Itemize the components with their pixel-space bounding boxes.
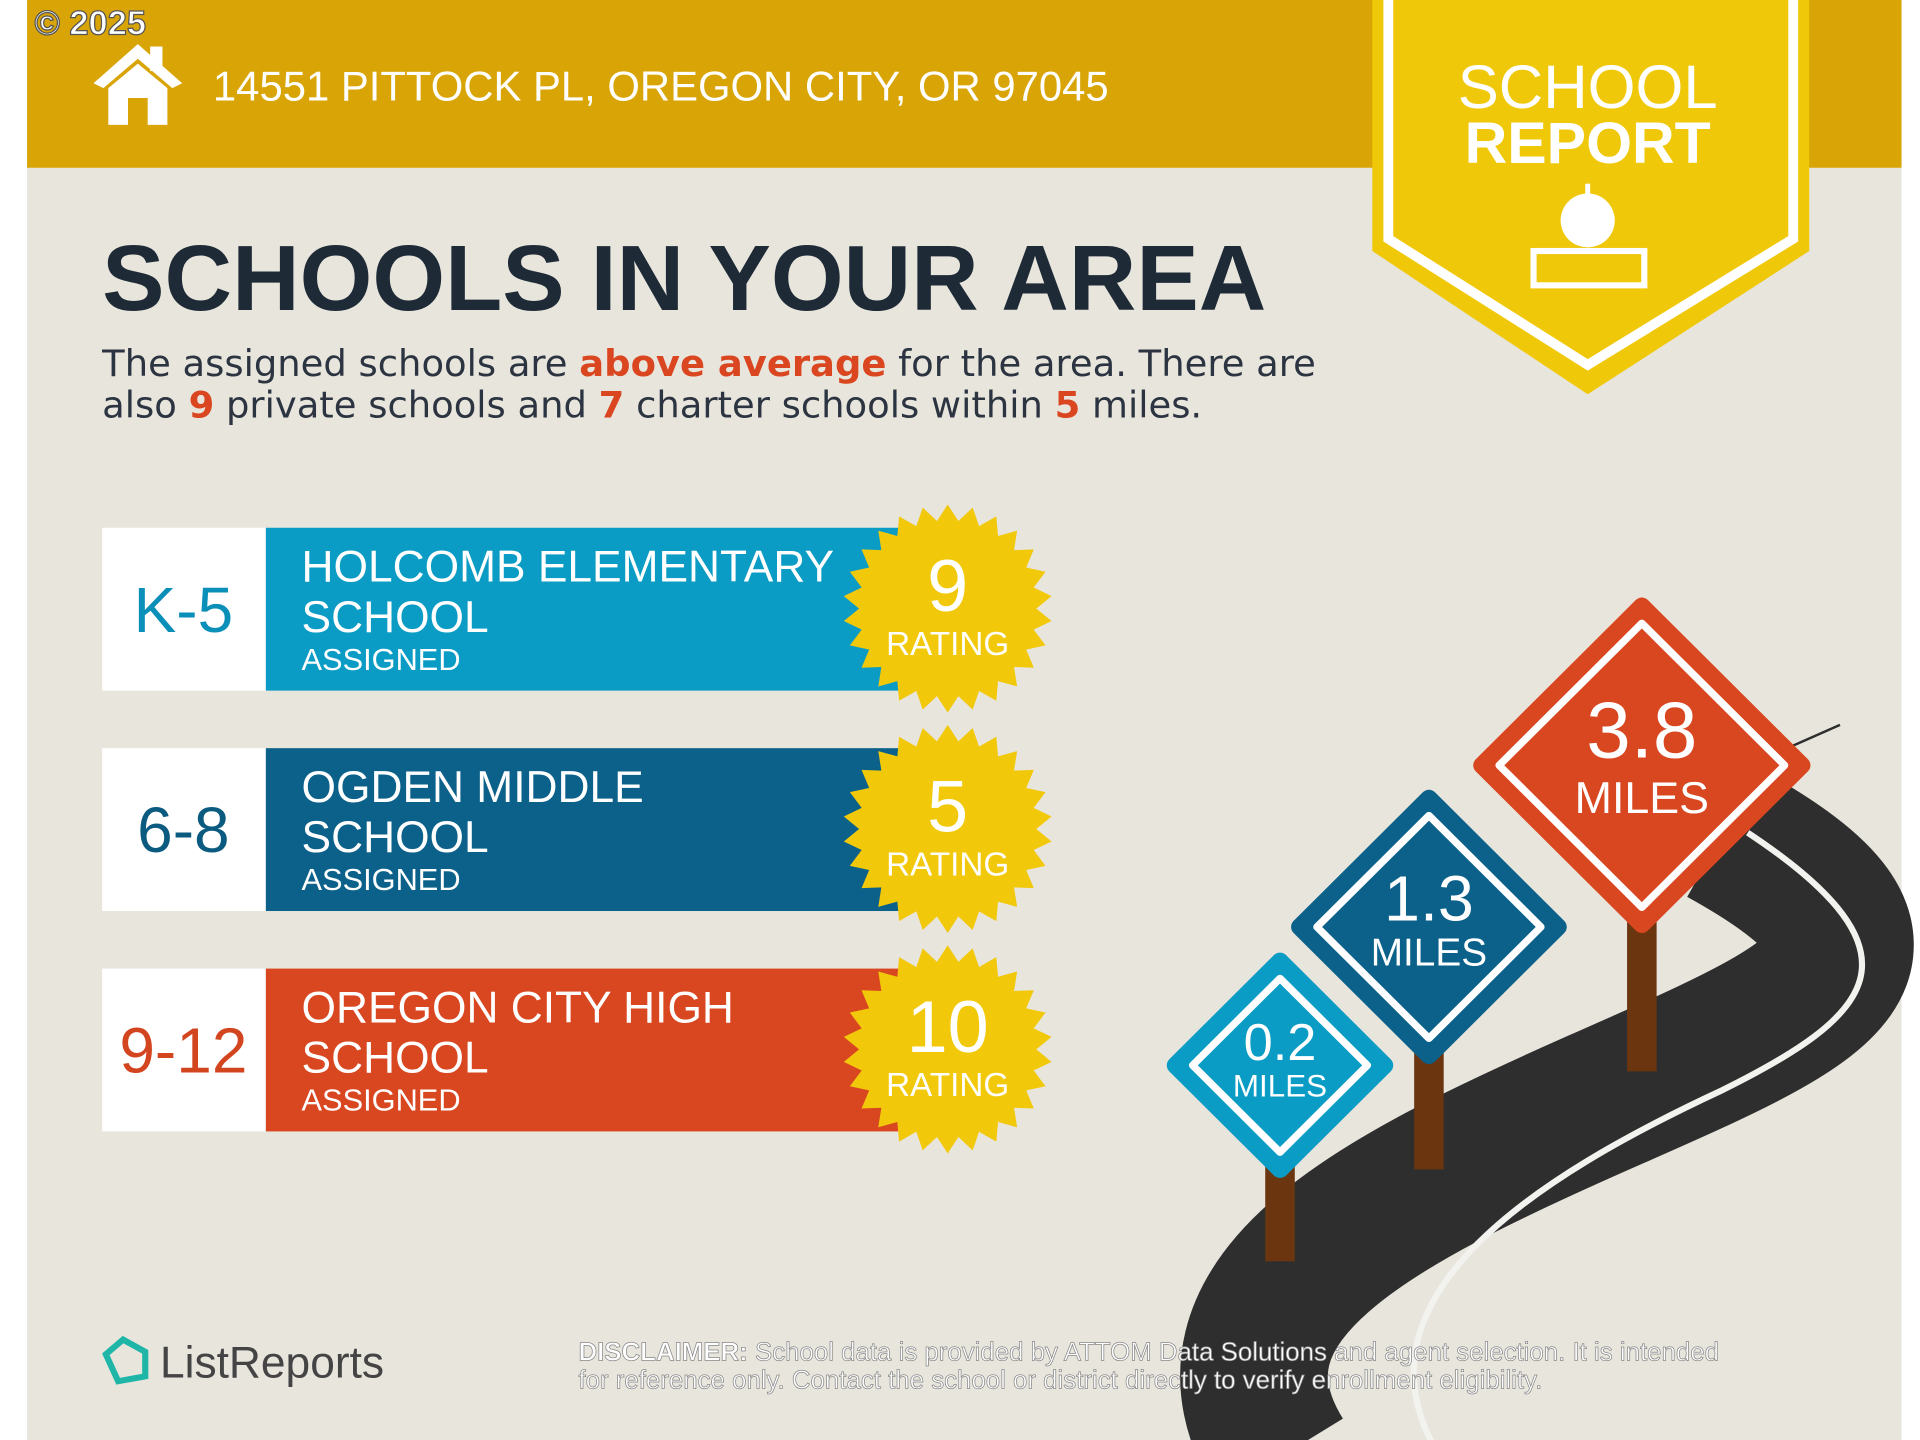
- sign: [1166, 952, 1394, 1178]
- distance-unit: MILES: [1233, 1069, 1327, 1104]
- grade-box: [102, 748, 266, 912]
- summary-text: miles.: [1080, 384, 1202, 427]
- sign-border: [1495, 619, 1789, 912]
- rating-burst: [843, 504, 1052, 713]
- school-bar: [265, 748, 906, 912]
- brand-logo: [102, 1335, 149, 1385]
- rating: 5: [927, 765, 968, 848]
- school-name: OREGON CITY HIGH: [302, 984, 734, 1033]
- school-bar: [265, 527, 906, 691]
- sign: [1291, 789, 1567, 1065]
- summary-text: private schools and: [214, 384, 598, 427]
- rating: 9: [927, 544, 968, 627]
- highlight: 5: [1055, 384, 1081, 427]
- sign-border: [1313, 811, 1545, 1043]
- address: 14551 PITTOCK PL, OREGON CITY, OR 97045: [213, 63, 1109, 110]
- grade-box: [102, 968, 266, 1132]
- rating-label: RATING: [886, 1067, 1009, 1104]
- highlight: 9: [189, 384, 215, 427]
- school-name: OGDEN MIDDLE: [302, 763, 644, 812]
- school-status: ASSIGNED: [302, 862, 461, 897]
- distance-unit: MILES: [1371, 932, 1487, 975]
- highlight: above average: [579, 342, 886, 385]
- school-status: ASSIGNED: [302, 1083, 461, 1118]
- school-status: ASSIGNED: [302, 642, 461, 677]
- highlight: 7: [599, 384, 625, 427]
- title: SCHOOLS IN YOUR AREA: [102, 226, 1266, 330]
- badge: SCHOOL REPORT: [1372, 0, 1810, 395]
- school-bar: [265, 968, 906, 1132]
- disclaimer: DISCLAIMER: School data is provided by A…: [578, 1338, 1719, 1366]
- summary-text: also: [102, 384, 188, 427]
- distance: 1.3: [1384, 863, 1474, 935]
- sign: [1473, 597, 1811, 934]
- summary-text: for the area. There are: [886, 342, 1315, 385]
- disclaimer-text: School data is provided by ATTOM Data So…: [748, 1338, 1719, 1366]
- distance-unit: MILES: [1575, 774, 1709, 823]
- grades: 6-8: [137, 794, 230, 866]
- disclaimer-label: DISCLAIMER:: [578, 1338, 747, 1366]
- summary-line: also 9 private schools and 7 charter sch…: [102, 384, 1202, 427]
- rating-label: RATING: [886, 626, 1009, 663]
- school-name: SCHOOL: [302, 813, 489, 862]
- disclaimer-text: for reference only. Contact the school o…: [578, 1367, 1542, 1395]
- brand: ListReports: [160, 1339, 384, 1388]
- badge-line: SCHOOL: [1458, 53, 1718, 122]
- grades: 9-12: [119, 1015, 247, 1087]
- badge-line: REPORT: [1465, 111, 1711, 176]
- school-name: SCHOOL: [302, 593, 489, 642]
- grades: K-5: [134, 574, 234, 646]
- summary-line: The assigned schools are above average f…: [101, 342, 1316, 385]
- distance: 3.8: [1586, 686, 1697, 775]
- summary-text: charter schools within: [624, 384, 1054, 427]
- rating-label: RATING: [886, 847, 1009, 884]
- sign-border: [1188, 974, 1372, 1156]
- watermark: © 2025: [34, 4, 146, 42]
- school-name: HOLCOMB ELEMENTARY: [302, 543, 835, 592]
- home-icon: [93, 44, 183, 125]
- school-name: SCHOOL: [302, 1034, 489, 1083]
- distance: 0.2: [1244, 1014, 1317, 1072]
- rating: 10: [907, 985, 989, 1068]
- rating-burst: [843, 724, 1052, 934]
- grade-box: [102, 527, 266, 691]
- rating-burst: [843, 945, 1052, 1154]
- summary-text: The assigned schools are: [101, 342, 579, 385]
